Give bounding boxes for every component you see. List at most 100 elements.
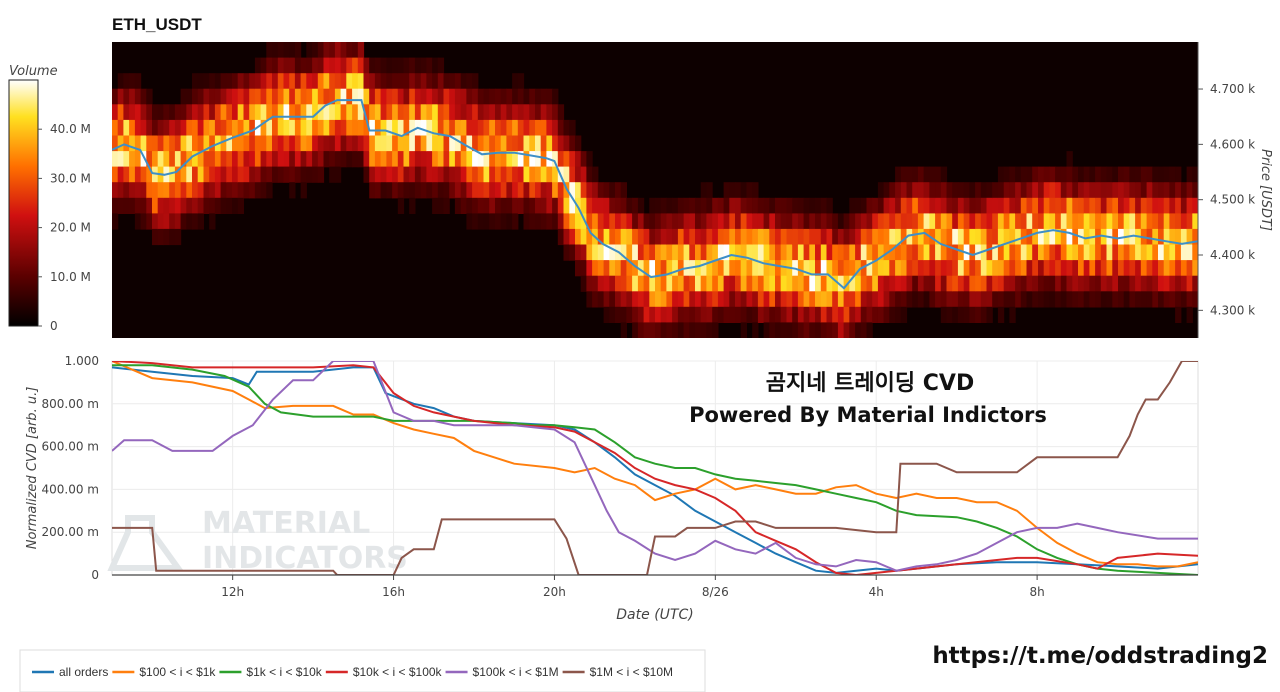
heatmap-cell [740,322,747,338]
heatmap-cell [1175,275,1182,292]
heatmap-cell [1078,213,1085,230]
heatmap-cell [769,306,776,323]
heatmap-cell [1015,275,1022,292]
heatmap-cell [134,213,142,230]
heatmap-cell [249,119,256,137]
colorbar-label: Volume [9,64,58,79]
heatmap-cell [300,135,307,152]
heatmap-cell [174,104,182,121]
heatmap-cell [237,104,244,121]
heatmap-cell [1129,182,1136,199]
heatmap-cell [129,135,136,152]
heatmap-cell [855,275,862,292]
heatmap-cell [826,260,833,277]
heatmap-cell [329,88,336,105]
heatmap-cell [403,182,410,199]
heatmap-cell [420,135,427,152]
heatmap-cell [1163,182,1170,199]
heatmap-cell [426,104,433,121]
heatmap-cell [254,88,262,105]
heatmap-cell [952,275,959,292]
heatmap-cell [169,197,176,214]
heatmap-cell [666,275,673,292]
heatmap-cell [860,306,868,323]
heatmap-cell [1020,166,1028,183]
heatmap-cell [237,166,244,183]
heatmap-cell [466,213,473,230]
heatmap-cell [129,119,136,137]
heatmap-cell [1020,275,1028,292]
heatmap-cell [272,166,279,183]
heatmap-cell [512,197,519,214]
heatmap-cell [672,322,679,338]
heatmap-cell [454,119,462,137]
heatmap-cell [1072,228,1079,246]
heatmap-cell [192,166,199,183]
heatmap-cell [1192,213,1198,230]
heatmap-cell [306,57,313,74]
heatmap-cell [1032,291,1039,308]
heatmap-cell [312,135,319,152]
heatmap-cell [300,57,307,74]
heatmap-cell [397,119,405,137]
heatmap-cell [832,291,839,308]
heatmap-cell [312,57,319,74]
heatmap-cell [797,275,805,292]
heatmap-cell [1083,166,1090,183]
heatmap-cell [637,306,645,323]
heatmap-cell [580,151,587,168]
heatmap-cell [277,88,285,105]
heatmap-cell [192,135,199,152]
heatmap-cell [626,291,633,308]
heatmap-cell [677,275,685,292]
heatmap-cell [334,135,342,152]
heatmap-cell [860,275,868,292]
heatmap-cell [986,228,993,246]
heatmap-cell [529,166,536,183]
heatmap-cell [146,135,153,152]
heatmap-cell [209,104,216,121]
heatmap-cell [780,197,787,214]
heatmap-cell [426,166,433,183]
heatmap-cell [186,166,193,183]
heatmap-cell [563,151,570,168]
heatmap-cell [374,182,382,199]
heatmap-cell [192,88,199,105]
heatmap-cell [809,244,816,261]
heatmap-cell [603,228,610,246]
cvd-x-axis-label: Date (UTC) [616,607,693,623]
heatmap-cell [820,244,828,261]
heatmap-cell [283,135,290,152]
heatmap-cell [1043,228,1050,246]
heatmap-cell [409,151,416,168]
heatmap-cell [815,197,822,214]
heatmap-cell [300,166,307,183]
heatmap-cell [535,135,542,152]
heatmap-cell [500,88,507,105]
heatmap-cell [174,166,182,183]
heatmap-cell [1032,166,1039,183]
heatmap-cell [1032,213,1039,230]
heatmap-cell [1060,275,1068,292]
heatmap-cell [586,275,593,292]
heatmap-cell [700,228,707,246]
telegram-link[interactable]: https://t.me/oddstrading2 [932,643,1268,669]
heatmap-cell [226,151,233,168]
heatmap-cell [575,166,582,183]
heatmap-cell [357,135,365,152]
heatmap-cell [923,228,930,246]
heatmap-cell [963,306,970,323]
heatmap-cell [363,104,370,121]
heatmap-cell [123,151,130,168]
heatmap-cell [763,306,770,323]
heatmap-cell [860,322,868,338]
heatmap-cell [197,166,204,183]
heatmap-cell [134,88,142,105]
heatmap-cell [1066,228,1073,246]
heatmap-cell [163,182,170,199]
heatmap-cell [872,291,879,308]
heatmap-cell [180,88,187,105]
heatmap-cell [552,182,559,199]
heatmap-cell [546,213,553,230]
heatmap-cell [620,275,627,292]
